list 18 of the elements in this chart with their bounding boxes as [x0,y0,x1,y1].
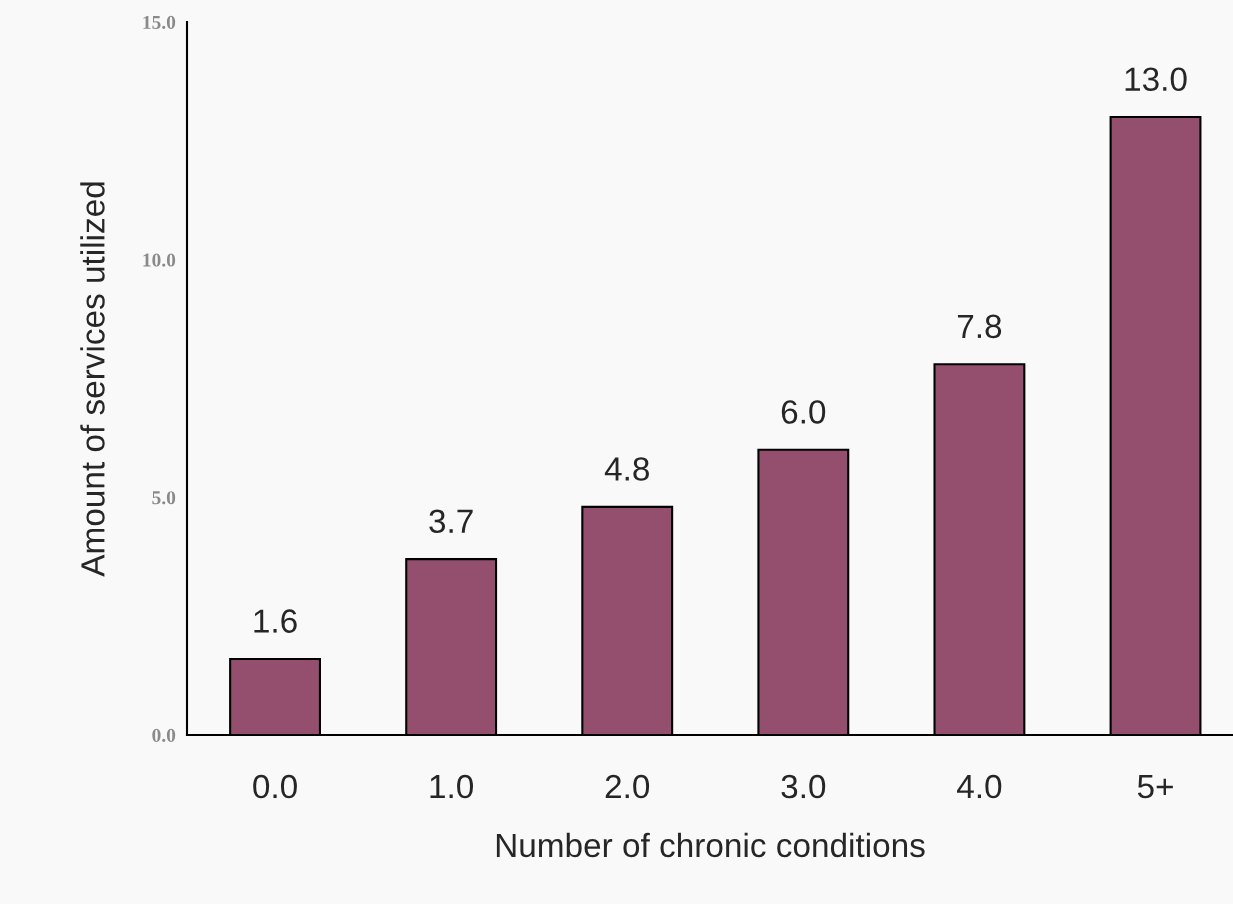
x-tick-label: 2.0 [605,774,650,799]
data-label: 6.0 [781,400,826,424]
x-tick-label: 5+ [1137,775,1173,799]
x-tick-label: 0.0 [253,774,297,799]
y-tick-label: 0.0 [152,728,176,743]
x-tick-label: 3.0 [781,774,826,799]
y-axis-title: Amount of services utilized [80,182,105,577]
x-tick-label: 1.0 [430,774,474,799]
y-tick-label: 5.0 [152,491,176,505]
data-label: 7.8 [957,314,1002,339]
data-label: 13.0 [1125,67,1187,92]
x-axis-title: Number of chronic conditions [496,832,925,858]
data-label: 4.8 [604,457,649,481]
x-tick-label: 4.0 [957,774,1002,799]
data-label: 3.7 [429,509,473,534]
y-tick-label: 15.0 [143,15,176,30]
data-label: 1.6 [254,609,297,633]
y-tick-label: 10.0 [143,253,176,267]
